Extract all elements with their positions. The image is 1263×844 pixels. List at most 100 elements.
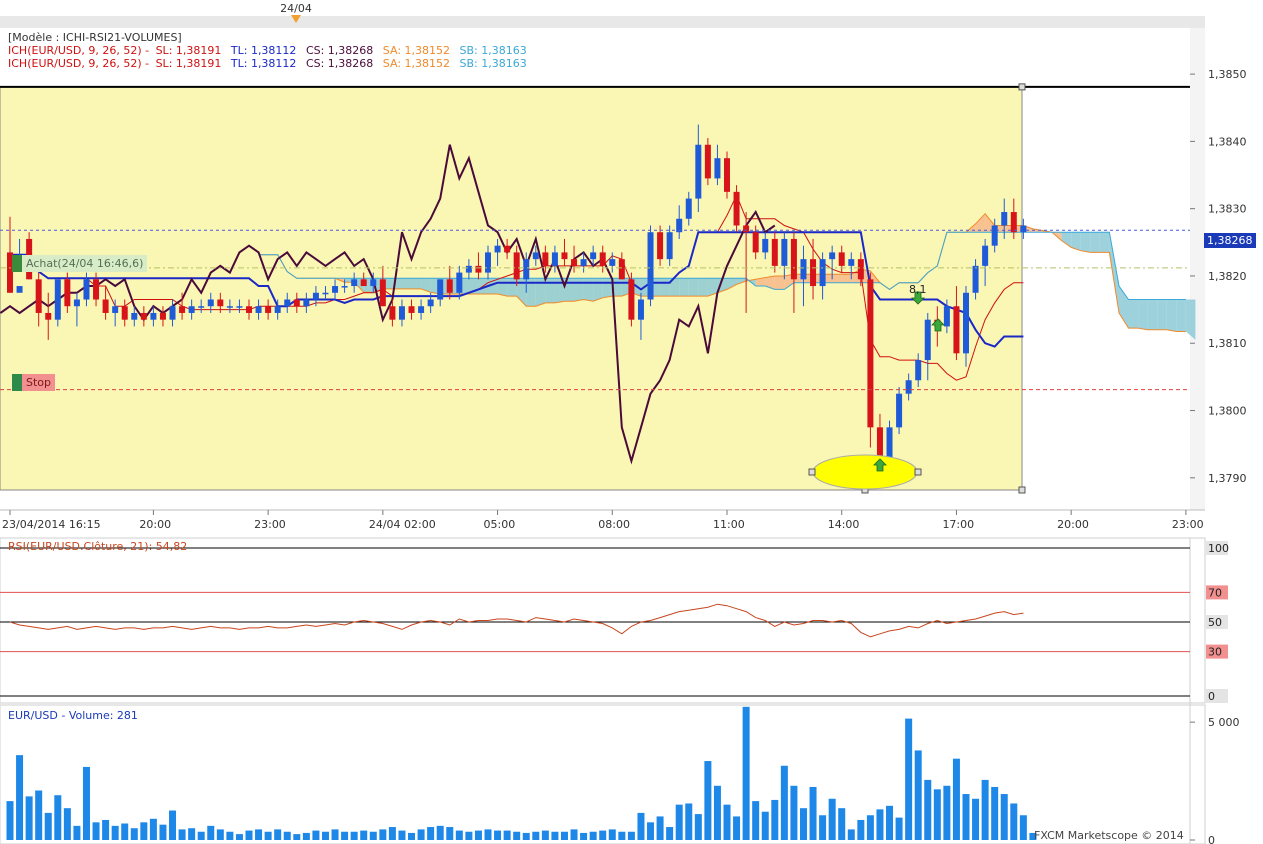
candle-body [1020, 225, 1027, 233]
volume-bar [981, 779, 989, 840]
candle [551, 245, 558, 273]
buy-order-label[interactable]: Achat(24/04 16:46,6) [12, 255, 148, 272]
rsi-tick-bg [1206, 615, 1228, 629]
rsi-panel: 100 70 50 30 0 [0, 541, 1229, 703]
candle-body [695, 144, 702, 199]
time-tick-label: 23/04/2014 16:15 [2, 518, 101, 531]
volume-bar [943, 785, 951, 840]
volume-bar [580, 832, 588, 840]
candle [666, 225, 673, 266]
indicator-name: ICH(EUR/USD, 9, 26, 52) - [8, 57, 150, 70]
candle [398, 299, 405, 327]
candle [303, 292, 310, 313]
candle [169, 299, 176, 327]
cloud-segment [401, 278, 412, 289]
candle [628, 272, 635, 327]
candle-body [255, 306, 262, 313]
candle [322, 286, 329, 300]
buy-order-handle[interactable] [12, 255, 22, 272]
candle [351, 272, 358, 293]
time-tick-label: 08:00 [598, 518, 630, 531]
candle-body [724, 158, 730, 192]
candle-body [226, 306, 233, 308]
volume-bar [312, 830, 320, 840]
candle-body [303, 299, 310, 307]
candle [1020, 218, 1027, 239]
candle-body [312, 292, 319, 300]
zone-resize-handle[interactable] [1018, 83, 1026, 91]
candle [159, 306, 166, 327]
sb-value: SB: 1,38163 [459, 44, 527, 57]
candle [54, 279, 61, 327]
candle [274, 299, 281, 320]
stop-order-label[interactable]: Stop [12, 374, 56, 391]
cloud-segment [679, 278, 689, 297]
date-marker[interactable]: 24/04 [278, 2, 314, 23]
candle-body [389, 306, 396, 320]
candle [418, 299, 425, 320]
candle-body [628, 279, 635, 320]
candle-body [341, 286, 348, 288]
candle-body [179, 306, 186, 313]
volume-bar [685, 803, 693, 840]
candle-body [599, 252, 606, 266]
volume-bar [207, 825, 215, 840]
candle-body [159, 312, 166, 320]
candle [1001, 198, 1008, 239]
candle [704, 138, 711, 186]
volume-bar [159, 824, 167, 840]
candle [255, 299, 262, 320]
volume-bar [417, 829, 425, 840]
zone-resize-handle[interactable] [1018, 486, 1026, 494]
candle [752, 225, 759, 260]
candle [379, 265, 386, 307]
time-tick-label: 20:00 [1057, 518, 1089, 531]
candle-body [676, 218, 683, 233]
candle [494, 238, 501, 266]
candle [829, 245, 836, 280]
time-tick-label: 11:00 [713, 518, 745, 531]
candle-body [542, 252, 549, 266]
ellipse-handle[interactable] [914, 468, 922, 476]
volume-bar [866, 815, 874, 840]
candle [198, 299, 205, 313]
candle-body [618, 259, 625, 280]
candle [389, 299, 396, 327]
candle-body [982, 245, 989, 266]
volume-bar [532, 831, 540, 840]
candle-body [513, 252, 520, 280]
volume-bar [360, 830, 368, 840]
cloud-segment [574, 278, 584, 302]
candle-body [332, 286, 339, 293]
candle-body [45, 312, 52, 320]
stop-order-handle[interactable] [12, 374, 22, 391]
cloud-segment [698, 278, 708, 297]
candle-body [1001, 212, 1008, 226]
candle-body [924, 319, 931, 361]
cloud-segment [660, 278, 670, 297]
volume-bar [1029, 832, 1037, 840]
candle [150, 306, 157, 327]
candle [800, 245, 807, 307]
buy-signal-arrow-icon [873, 458, 887, 472]
candle-body [112, 306, 119, 313]
highlight-ellipse[interactable] [812, 454, 918, 490]
volume-bar [771, 799, 779, 840]
last-price-tag: 1,38268 [1204, 233, 1256, 248]
candle-body [905, 380, 912, 394]
volume-bar [255, 829, 263, 840]
volume-bar [713, 785, 721, 840]
volume-bar [446, 827, 454, 840]
cloud-segment [832, 274, 842, 283]
volume-tick-label: 5 000 [1208, 716, 1240, 729]
candle [685, 191, 692, 226]
candle-body [485, 252, 491, 273]
cloud-segment [1157, 299, 1167, 330]
candle [676, 205, 683, 239]
candle-body [551, 252, 558, 266]
ellipse-handle[interactable] [808, 468, 816, 476]
cloud-segment [1061, 232, 1072, 248]
cloud-segment [535, 278, 546, 307]
senkou-span-a-line [258, 212, 1186, 332]
